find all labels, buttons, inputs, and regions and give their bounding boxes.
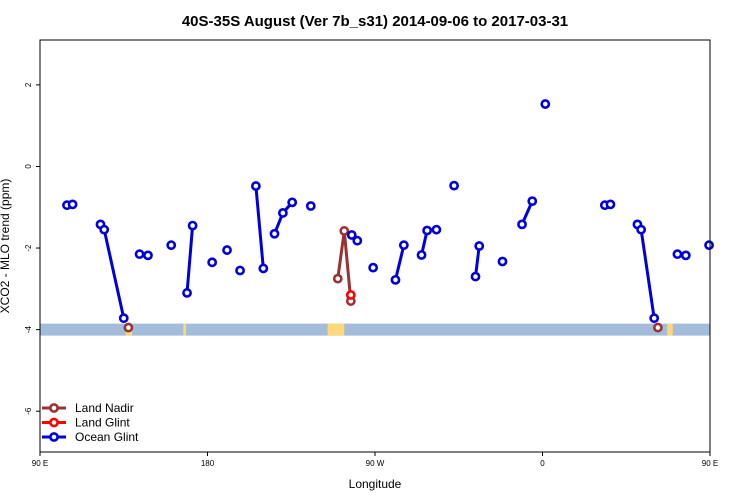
series-ocean-glint <box>62 99 714 324</box>
data-point <box>166 240 177 251</box>
data-point <box>187 220 198 231</box>
data-point <box>182 288 192 298</box>
y-tick-label: -6 <box>24 407 33 415</box>
series-line <box>636 223 656 319</box>
data-point <box>390 274 401 285</box>
plot-frame <box>39 39 711 453</box>
data-point <box>704 240 714 251</box>
ocean-band <box>40 323 710 336</box>
y-tick-label: -4 <box>24 326 33 334</box>
legend-label: Land Glint <box>75 416 130 430</box>
data-point <box>207 257 218 268</box>
series-line <box>394 244 406 281</box>
data-point <box>497 256 508 267</box>
series-line <box>254 185 265 269</box>
x-axis-ticks: 90 E 180 90 W 0 90 E <box>32 452 718 468</box>
x-tick-label: 90 E <box>702 459 718 468</box>
data-point <box>449 180 459 191</box>
legend-swatch-marker <box>49 432 59 442</box>
data-point <box>636 224 647 235</box>
legend-label: Ocean Glint <box>75 430 139 444</box>
x-tick-label: 90 W <box>366 459 385 468</box>
data-point <box>649 313 660 324</box>
data-point <box>67 199 78 210</box>
y-axis-label: XCO2 - MLO trend (ppm) <box>0 179 12 314</box>
data-point <box>368 262 379 273</box>
data-point <box>431 224 442 235</box>
series-land-glint <box>345 290 356 300</box>
data-point <box>250 181 261 191</box>
legend-item: Land Nadir <box>42 401 134 415</box>
series-line <box>185 225 195 294</box>
data-point <box>470 271 481 282</box>
y-tick-label: -2 <box>24 244 33 252</box>
legend-item: Ocean Glint <box>42 430 139 444</box>
data-point <box>474 241 485 251</box>
data-point <box>123 322 134 333</box>
data-point <box>235 265 245 276</box>
legend-item: Land Glint <box>42 416 130 430</box>
data-point <box>287 197 298 208</box>
legend-swatch-marker <box>49 417 59 428</box>
data-point <box>540 99 551 109</box>
data-point <box>652 322 663 333</box>
data-point <box>332 273 343 284</box>
series-line <box>99 223 126 319</box>
data-point <box>517 219 527 230</box>
data-point <box>277 208 288 218</box>
data-point <box>339 226 350 236</box>
land-band-segment <box>667 323 673 336</box>
x-tick-label: 90 E <box>32 459 48 468</box>
data-point <box>269 228 280 239</box>
land-band-segment <box>183 323 187 336</box>
data-point <box>422 225 433 236</box>
series-line <box>273 201 294 235</box>
series-line <box>474 245 481 277</box>
data-point <box>305 201 316 211</box>
land-ocean-band <box>40 323 710 336</box>
legend-label: Land Nadir <box>75 401 134 415</box>
series-layer <box>62 99 714 333</box>
x-tick-label: 180 <box>201 459 215 468</box>
data-point <box>605 199 616 210</box>
data-point <box>680 250 691 261</box>
data-point <box>345 290 356 300</box>
data-point <box>258 263 269 274</box>
x-axis-label: Longitude <box>349 477 402 491</box>
data-point <box>416 250 427 260</box>
land-band-segment <box>327 323 345 336</box>
data-point <box>346 230 357 240</box>
data-point <box>143 250 153 261</box>
legend-swatch-marker <box>49 403 59 413</box>
chart-title: 40S-35S August (Ver 7b_s31) 2014-09-06 t… <box>182 13 568 30</box>
data-point <box>398 240 409 251</box>
y-tick-label: 2 <box>24 82 33 87</box>
data-point <box>99 224 110 235</box>
data-point <box>118 313 129 324</box>
data-point <box>134 249 145 260</box>
y-tick-label: 0 <box>24 164 33 169</box>
data-point <box>222 245 232 255</box>
data-point <box>527 196 538 207</box>
data-point <box>352 235 363 246</box>
data-point <box>672 249 683 260</box>
x-tick-label: 0 <box>540 459 545 468</box>
y-axis-ticks: 2 0 -2 -4 -6 <box>24 82 40 415</box>
